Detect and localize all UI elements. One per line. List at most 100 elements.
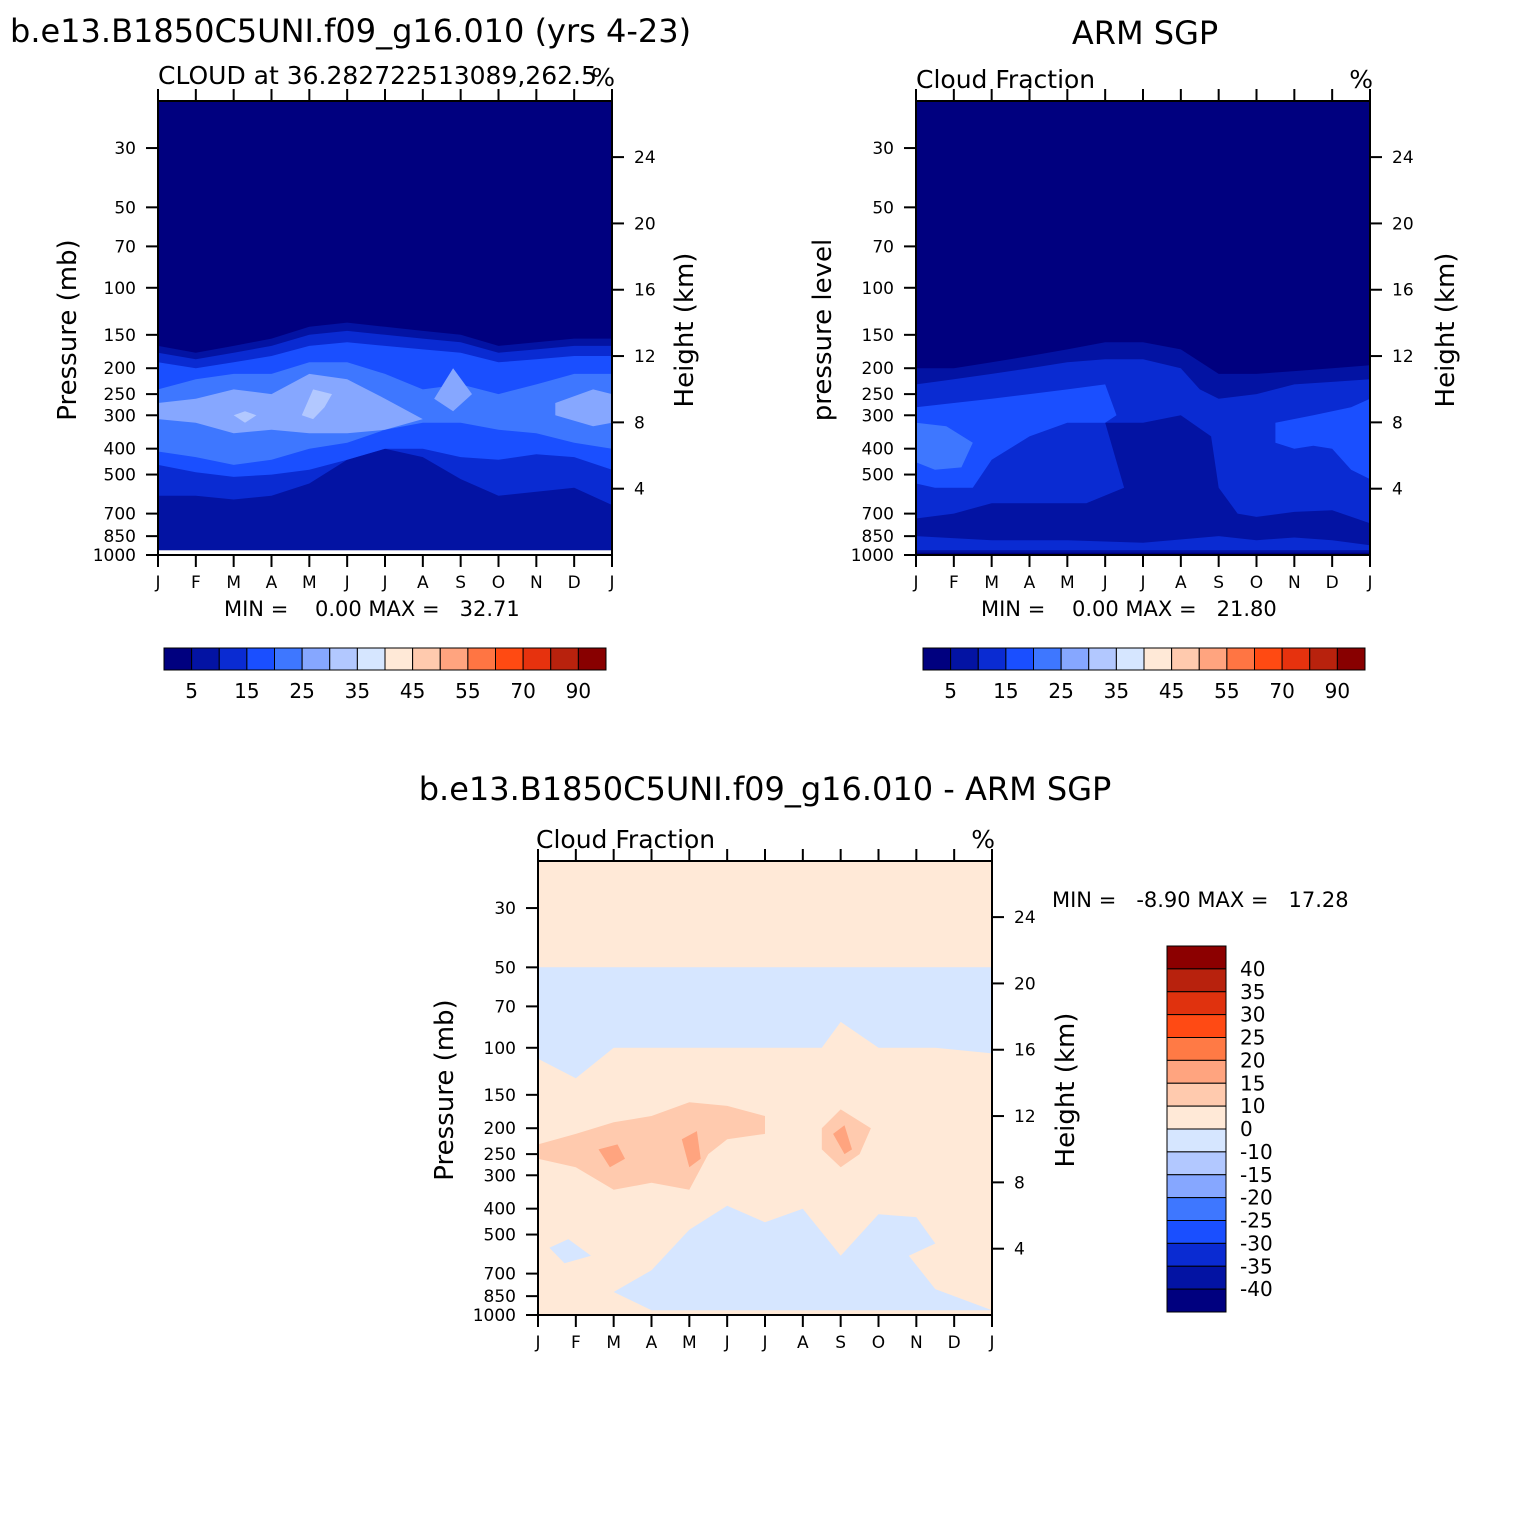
colorbar-label: 35 (1104, 679, 1129, 703)
colorbar-label: 90 (566, 679, 591, 703)
contour-band (158, 373, 423, 434)
colorbar-label: 5 (944, 679, 957, 703)
pressure-tick-label: 30 (872, 139, 894, 159)
height-tick-label: 4 (1392, 480, 1403, 500)
colorbar-swatch (1088, 647, 1117, 671)
pressure-tick-label: 150 (484, 1086, 516, 1106)
month-tick-label: A (1175, 573, 1187, 593)
height-tick-label: 4 (634, 480, 645, 500)
contour-band (538, 1102, 765, 1190)
colorbar-label: -25 (1240, 1209, 1273, 1233)
pressure-tick-label: 500 (862, 466, 894, 486)
month-tick-label: J (1139, 573, 1145, 593)
colorbar-label: 25 (289, 679, 314, 703)
pressure-tick-label: 50 (872, 198, 894, 218)
month-tick-label: J (1366, 573, 1372, 593)
colorbar-swatch (1166, 1197, 1227, 1221)
month-tick-label: A (417, 573, 429, 593)
height-tick-label: 16 (634, 281, 656, 301)
height-tick-label: 24 (634, 148, 656, 168)
pressure-tick-label: 400 (862, 440, 894, 460)
colorbar-swatch (1166, 1128, 1227, 1153)
colorbar-swatch (1281, 647, 1311, 671)
colorbar-label: 55 (1214, 679, 1239, 703)
colorbar-swatch (1198, 647, 1228, 671)
panel-subtitle: Cloud Fraction (536, 825, 715, 854)
month-tick-label: D (948, 1333, 961, 1353)
colorbar-label: -40 (1240, 1277, 1273, 1301)
pressure-tick-label: 70 (872, 237, 894, 257)
month-tick-label: J (724, 1333, 730, 1353)
colorbar-swatch (577, 647, 607, 671)
month-tick-label: M (606, 1333, 621, 1353)
colorbar-swatch (1033, 647, 1062, 671)
height-tick-label: 24 (1014, 908, 1036, 928)
month-tick-label: S (1213, 573, 1224, 593)
pressure-tick-label: 200 (104, 359, 136, 379)
contour-band (916, 422, 973, 470)
height-tick-label: 12 (1014, 1107, 1036, 1127)
colorbar-label: -10 (1240, 1140, 1273, 1164)
colorbar-label: -30 (1240, 1231, 1273, 1255)
colorbar-swatch (1166, 1174, 1227, 1199)
month-tick-label: S (455, 573, 466, 593)
height-tick-label: 12 (1392, 347, 1414, 367)
colorbar-swatch (1336, 647, 1366, 671)
colorbar-swatch (384, 647, 414, 671)
month-tick-label: M (682, 1333, 697, 1353)
colorbar-label: 70 (1269, 679, 1294, 703)
pressure-tick-label: 500 (484, 1226, 516, 1246)
month-tick-label: M (984, 573, 999, 593)
pressure-tick-label: 150 (104, 326, 136, 346)
colorbar-swatch (1166, 1242, 1227, 1267)
contour-band (681, 1131, 701, 1168)
panel-title: b.e13.B1850C5UNI.f09_g16.010 (yrs 4-23) (10, 12, 691, 50)
month-tick-label: S (835, 1333, 846, 1353)
y-axis-right-label: Height (km) (1431, 253, 1461, 408)
month-tick-label: O (872, 1333, 885, 1353)
colorbar-label: 10 (1240, 1094, 1265, 1118)
pressure-tick-label: 1000 (93, 546, 136, 566)
month-tick-label: F (571, 1333, 581, 1353)
pressure-tick-label: 100 (484, 1039, 516, 1059)
colorbar-label: 5 (185, 679, 198, 703)
colorbar-swatch (550, 647, 579, 671)
contour-band (833, 1125, 852, 1155)
colorbar-swatch (1171, 647, 1200, 671)
min-max-label: MIN = 0.00 MAX = 21.80 (981, 597, 1277, 621)
pressure-tick-label: 150 (862, 326, 894, 346)
pressure-tick-label: 300 (484, 1166, 516, 1186)
contour-band (538, 861, 992, 968)
y-axis-right-label: Height (km) (670, 253, 700, 408)
height-tick-label: 20 (634, 214, 656, 234)
min-max-label: MIN = -8.90 MAX = 17.28 (1052, 888, 1349, 912)
min-max-label: MIN = 0.00 MAX = 32.71 (224, 597, 520, 621)
pressure-tick-label: 850 (484, 1287, 516, 1307)
colorbar-swatch (356, 647, 386, 671)
colorbar-label: 90 (1325, 679, 1350, 703)
colorbar-swatch (467, 647, 496, 671)
panel-units: % (591, 63, 615, 92)
pressure-tick-label: 300 (104, 406, 136, 426)
contour-band (434, 368, 472, 412)
colorbar-swatch (1309, 647, 1338, 671)
colorbar-swatch (1166, 1014, 1227, 1038)
colorbar-label: 55 (455, 679, 480, 703)
colorbar-swatch (1166, 1288, 1227, 1313)
surface-gap (158, 550, 612, 555)
colorbar-swatch (1166, 1105, 1227, 1130)
colorbar-swatch (1166, 1265, 1227, 1290)
month-tick-label: F (191, 573, 201, 593)
pressure-tick-label: 250 (104, 385, 136, 405)
month-tick-label: M (1060, 573, 1075, 593)
month-tick-label: F (949, 573, 959, 593)
colorbar-swatch (329, 647, 358, 671)
pressure-tick-label: 700 (484, 1265, 516, 1285)
contour-fills (538, 861, 992, 1315)
height-tick-label: 20 (1392, 214, 1414, 234)
month-tick-label: N (1288, 573, 1301, 593)
